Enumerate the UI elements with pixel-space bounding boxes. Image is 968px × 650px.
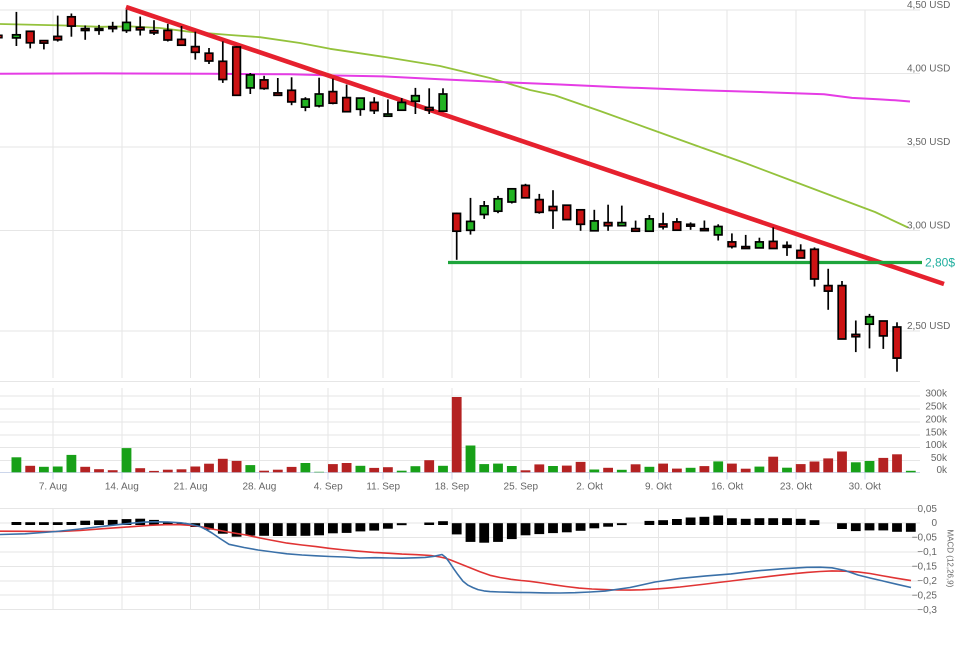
svg-text:−0,3: −0,3 bbox=[917, 605, 937, 616]
svg-text:3,50 USD: 3,50 USD bbox=[907, 137, 950, 148]
svg-text:2,50 USD: 2,50 USD bbox=[907, 321, 950, 332]
svg-text:11. Sep: 11. Sep bbox=[366, 482, 400, 493]
svg-text:−0,2: −0,2 bbox=[917, 576, 937, 587]
svg-text:7. Aug: 7. Aug bbox=[39, 482, 67, 493]
svg-text:23. Okt: 23. Okt bbox=[780, 482, 812, 493]
svg-text:4. Sep: 4. Sep bbox=[314, 482, 343, 493]
svg-text:16. Okt: 16. Okt bbox=[711, 482, 743, 493]
svg-text:−0,05: −0,05 bbox=[912, 533, 938, 544]
svg-text:MACD (12,26,9): MACD (12,26,9) bbox=[945, 530, 954, 588]
svg-text:14. Aug: 14. Aug bbox=[105, 482, 139, 493]
svg-text:−0,1: −0,1 bbox=[917, 547, 937, 558]
svg-text:−0,25: −0,25 bbox=[912, 590, 938, 601]
svg-text:25. Sep: 25. Sep bbox=[504, 482, 539, 493]
svg-text:200k: 200k bbox=[925, 414, 948, 425]
svg-text:18. Sep: 18. Sep bbox=[435, 482, 470, 493]
svg-text:9. Okt: 9. Okt bbox=[645, 482, 672, 493]
svg-text:150k: 150k bbox=[925, 427, 948, 438]
svg-text:300k: 300k bbox=[925, 388, 948, 399]
svg-text:50k: 50k bbox=[931, 453, 948, 464]
svg-text:4,50 USD: 4,50 USD bbox=[907, 0, 950, 11]
svg-text:250k: 250k bbox=[925, 401, 948, 412]
svg-text:0: 0 bbox=[931, 518, 937, 529]
svg-text:2,80$: 2,80$ bbox=[925, 256, 955, 270]
svg-text:30. Okt: 30. Okt bbox=[849, 482, 881, 493]
svg-text:−0,15: −0,15 bbox=[912, 562, 938, 573]
svg-text:0,05: 0,05 bbox=[918, 504, 938, 515]
svg-text:4,00 USD: 4,00 USD bbox=[907, 64, 950, 75]
svg-text:21. Aug: 21. Aug bbox=[174, 482, 208, 493]
svg-text:2. Okt: 2. Okt bbox=[576, 482, 603, 493]
svg-text:0k: 0k bbox=[936, 465, 948, 476]
svg-text:3,00 USD: 3,00 USD bbox=[907, 221, 950, 232]
svg-text:28. Aug: 28. Aug bbox=[242, 482, 276, 493]
svg-text:100k: 100k bbox=[925, 440, 948, 451]
